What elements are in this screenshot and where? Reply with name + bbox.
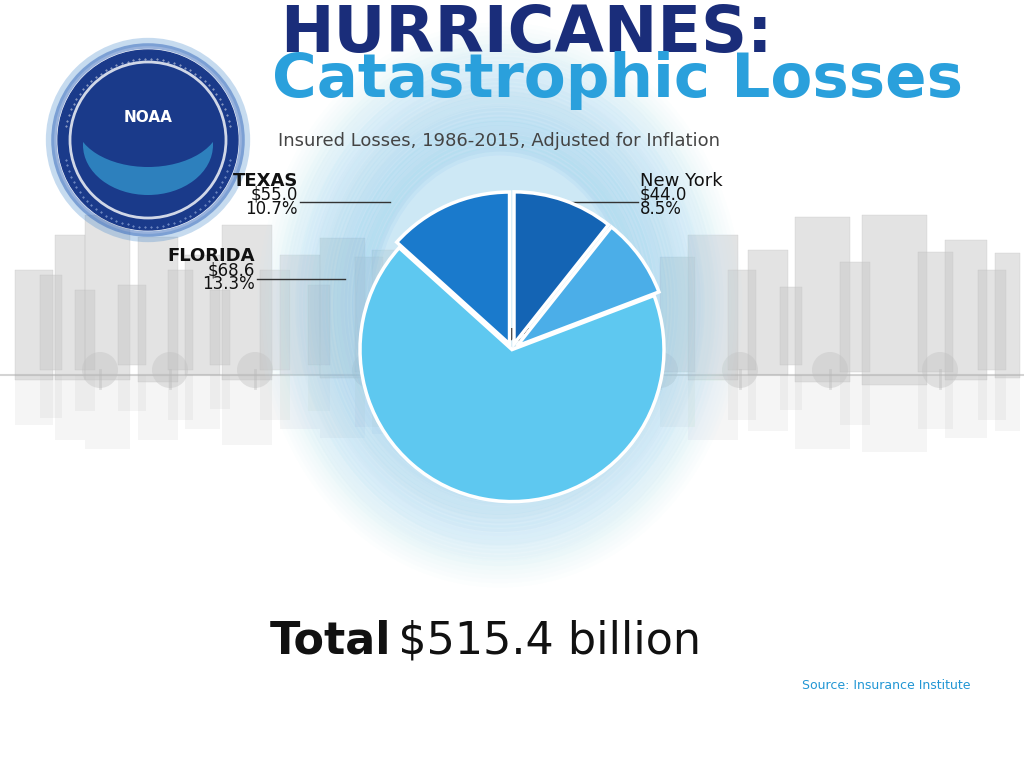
Bar [118,375,146,411]
Bar [210,375,230,409]
Bar [15,270,53,380]
Bar [222,225,272,380]
Bar [308,375,330,411]
Bar [688,375,738,440]
Bar [168,375,193,420]
Bar [862,215,927,385]
Bar [795,375,850,449]
Ellipse shape [333,106,667,504]
Text: 13.3%: 13.3% [203,275,255,293]
Bar [319,238,365,378]
Bar [85,215,130,380]
Circle shape [82,352,118,388]
Text: HURRICANES:: HURRICANES: [280,3,772,65]
Ellipse shape [83,95,213,195]
Text: $55.0: $55.0 [251,186,298,204]
Text: Rest of U.S. (2): Rest of U.S. (2) [423,327,578,345]
Bar [55,375,85,440]
Circle shape [152,352,188,388]
Circle shape [812,352,848,388]
Bar [168,270,193,370]
Bar [918,375,953,429]
Bar [222,375,272,445]
Bar [840,262,870,372]
Bar [748,375,788,431]
Circle shape [642,352,678,388]
Wedge shape [360,248,664,502]
Bar [319,375,365,438]
Bar [688,235,738,380]
Ellipse shape [369,148,631,462]
Bar [40,275,62,370]
Ellipse shape [321,92,679,518]
Bar [280,255,319,375]
Bar [55,235,85,380]
Text: $44.0: $44.0 [640,186,687,204]
Circle shape [237,352,273,388]
Bar [795,217,850,382]
Bar [260,375,290,420]
Text: NOAA: NOAA [124,110,172,125]
Text: Catastrophic Losses: Catastrophic Losses [272,51,963,110]
Bar [728,270,756,370]
Text: Source: Insurance Institute: Source: Insurance Institute [802,679,970,692]
Bar [185,375,220,429]
Bar [15,375,53,425]
Ellipse shape [76,77,220,167]
Bar [945,375,987,438]
Wedge shape [514,192,608,344]
Circle shape [352,352,388,388]
Bar [210,290,230,365]
Bar [978,270,1006,370]
Text: $515.4 billion: $515.4 billion [370,619,701,662]
Bar [118,285,146,365]
Bar [260,270,290,370]
Text: TEXAS: TEXAS [232,172,298,190]
Bar [995,253,1020,378]
Ellipse shape [345,120,655,490]
Text: 67.5%: 67.5% [474,357,526,375]
Text: $347.8: $347.8 [471,342,529,360]
Wedge shape [517,227,659,346]
Text: New York: New York [640,172,723,190]
Text: 8.5%: 8.5% [640,200,682,218]
Bar [372,250,410,380]
Text: $68.6: $68.6 [208,261,255,279]
Bar [355,375,383,427]
Bar [308,285,330,365]
Bar [780,287,802,365]
Bar [185,255,220,375]
Bar [780,375,802,410]
Ellipse shape [357,134,643,476]
Bar [355,257,383,372]
Wedge shape [396,192,510,344]
Text: Total: Total [270,619,391,662]
Bar [945,240,987,380]
Bar [372,375,410,433]
Ellipse shape [309,78,691,532]
Ellipse shape [297,64,703,546]
Bar [995,375,1020,431]
Bar [138,237,178,382]
Text: 10.7%: 10.7% [246,200,298,218]
Bar [75,375,95,411]
Bar [138,375,178,440]
Bar [728,375,756,420]
Circle shape [722,352,758,388]
Bar [978,375,1006,420]
Text: FLORIDA: FLORIDA [168,247,255,265]
Bar [840,375,870,425]
Bar [918,252,953,372]
Bar [280,375,319,429]
Bar [85,375,130,449]
Circle shape [58,50,238,230]
Bar [862,375,927,451]
Bar [748,250,788,375]
Bar [660,257,695,372]
Circle shape [922,352,958,388]
Bar [75,290,95,370]
Bar [40,375,62,418]
Text: Insured Losses, 1986-2015, Adjusted for Inflation: Insured Losses, 1986-2015, Adjusted for … [278,132,720,150]
Bar [660,375,695,427]
